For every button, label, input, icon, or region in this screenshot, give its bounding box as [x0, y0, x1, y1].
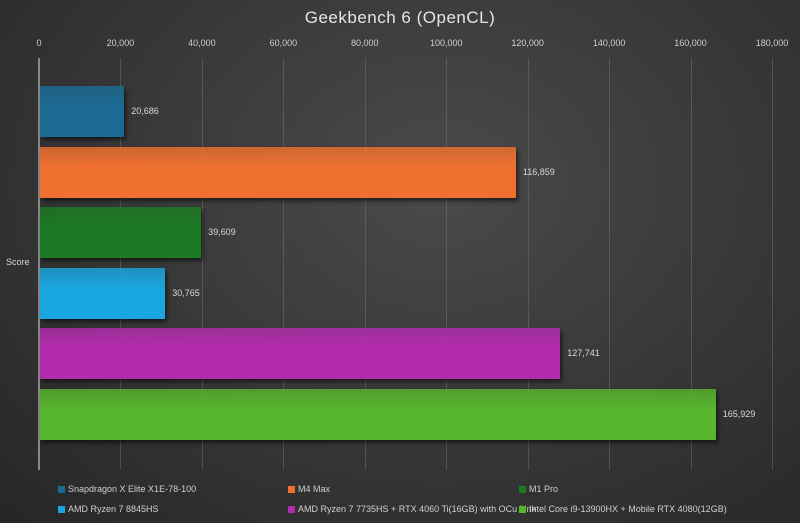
legend-item: Snapdragon X Elite X1E-78-100 — [58, 484, 196, 494]
x-tick-label: 140,000 — [592, 38, 626, 48]
x-tick-label: 160,000 — [674, 38, 707, 48]
gridline — [283, 58, 285, 470]
data-label: 30,765 — [172, 288, 200, 298]
y-axis-label: Score — [6, 257, 30, 267]
bar — [40, 268, 166, 319]
legend-swatch-icon — [519, 505, 526, 513]
gridline — [120, 58, 122, 470]
legend-swatch-icon — [58, 485, 65, 493]
x-tick-label: 60,000 — [269, 38, 298, 48]
x-tick-label: 20,000 — [106, 38, 135, 48]
x-tick-label: 180,000 — [755, 38, 789, 48]
gridline — [364, 58, 366, 470]
legend-label: Intel Core i9-13900HX + Mobile RTX 4080(… — [529, 504, 727, 514]
legend-item: AMD Ryzen 7 8845HS — [58, 504, 159, 514]
x-tick-label: 120,000 — [511, 38, 544, 48]
bar — [40, 328, 561, 379]
x-tick-label: 100,000 — [429, 38, 463, 48]
bar — [40, 86, 125, 137]
gridline — [201, 58, 203, 470]
x-tick-label: 0 — [36, 38, 42, 48]
legend-label: AMD Ryzen 7 8845HS — [68, 504, 159, 514]
legend-label: Snapdragon X Elite X1E-78-100 — [68, 484, 197, 494]
bar — [40, 147, 516, 198]
data-label: 165,929 — [722, 409, 756, 419]
legend-item: M4 Max — [288, 484, 330, 494]
gridline — [446, 58, 448, 470]
legend-label: M4 Max — [298, 484, 331, 494]
data-label: 127,741 — [567, 348, 600, 358]
gridline — [772, 58, 773, 470]
legend-label: AMD Ryzen 7 7735HS + RTX 4060 Ti(16GB) w… — [298, 504, 537, 514]
x-tick-label: 80,000 — [351, 38, 379, 48]
gridline — [690, 58, 692, 470]
gridline — [609, 58, 611, 470]
data-label: 39,609 — [208, 227, 236, 237]
legend-item: AMD Ryzen 7 7735HS + RTX 4060 Ti(16GB) w… — [288, 504, 536, 514]
legend-item: Intel Core i9-13900HX + Mobile RTX 4080(… — [519, 504, 727, 514]
bar — [40, 207, 202, 258]
data-label: 116,859 — [522, 167, 555, 177]
legend-swatch-icon — [58, 505, 65, 513]
chart-title: Geekbench 6 (OpenCL) — [304, 8, 496, 27]
legend-swatch-icon — [288, 485, 295, 493]
y-axis-line — [38, 58, 40, 470]
legend-item: M1 Pro — [519, 484, 558, 494]
gridline — [527, 58, 529, 470]
legend-swatch-icon — [288, 505, 295, 513]
x-tick-label: 40,000 — [188, 38, 216, 48]
data-label: 20,686 — [131, 106, 159, 116]
bar — [40, 389, 716, 440]
legend-swatch-icon — [519, 485, 526, 493]
legend-label: M1 Pro — [529, 484, 559, 494]
